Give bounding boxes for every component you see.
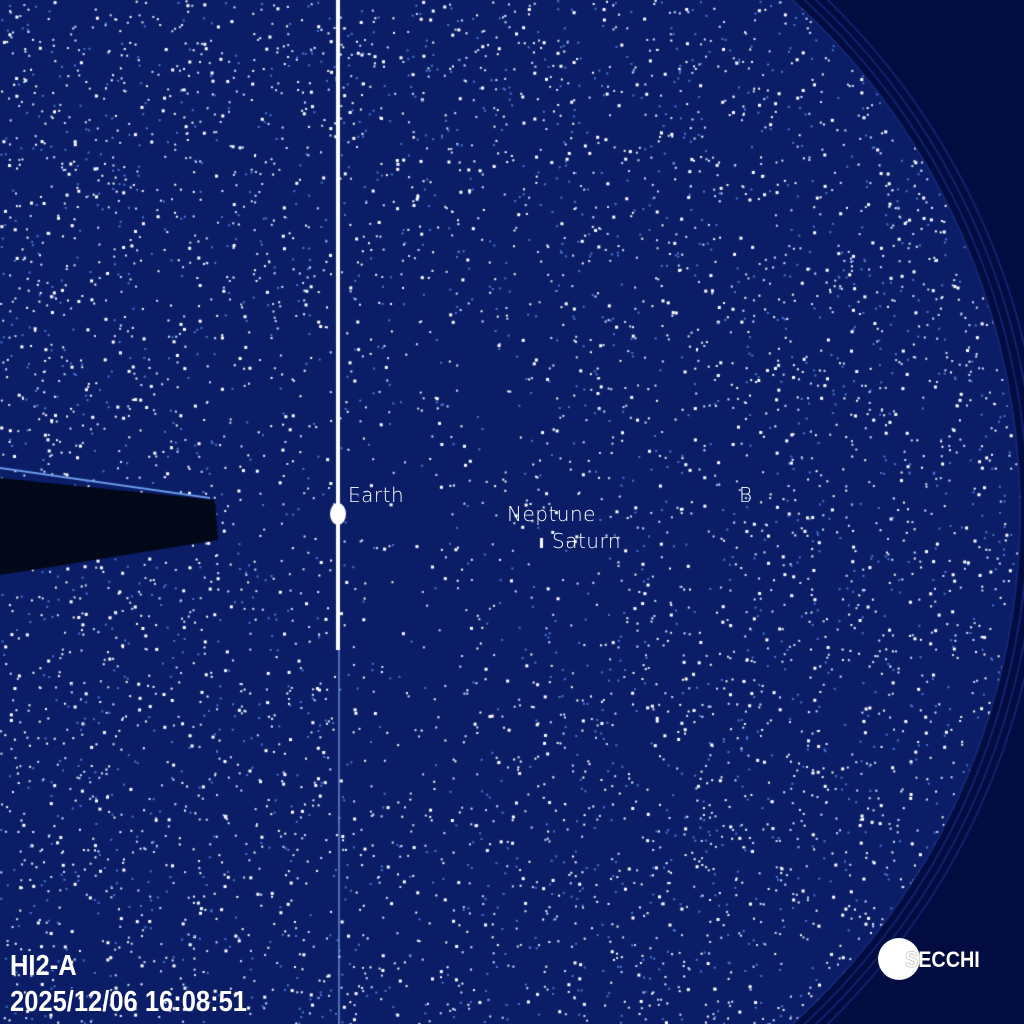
secchi-logo: SECCHI [878,938,1008,982]
instrument-label: HI2-A [10,950,77,982]
logo-text: SECCHI [905,947,980,972]
neptune-label: Neptune [507,502,596,526]
logo-disc [878,938,920,980]
timestamp: 2025/12/06 16:08:51 [10,986,247,1018]
earth-label: Earth [348,483,405,507]
b-label: B [739,483,753,507]
saturn-label: Saturn [552,529,622,553]
